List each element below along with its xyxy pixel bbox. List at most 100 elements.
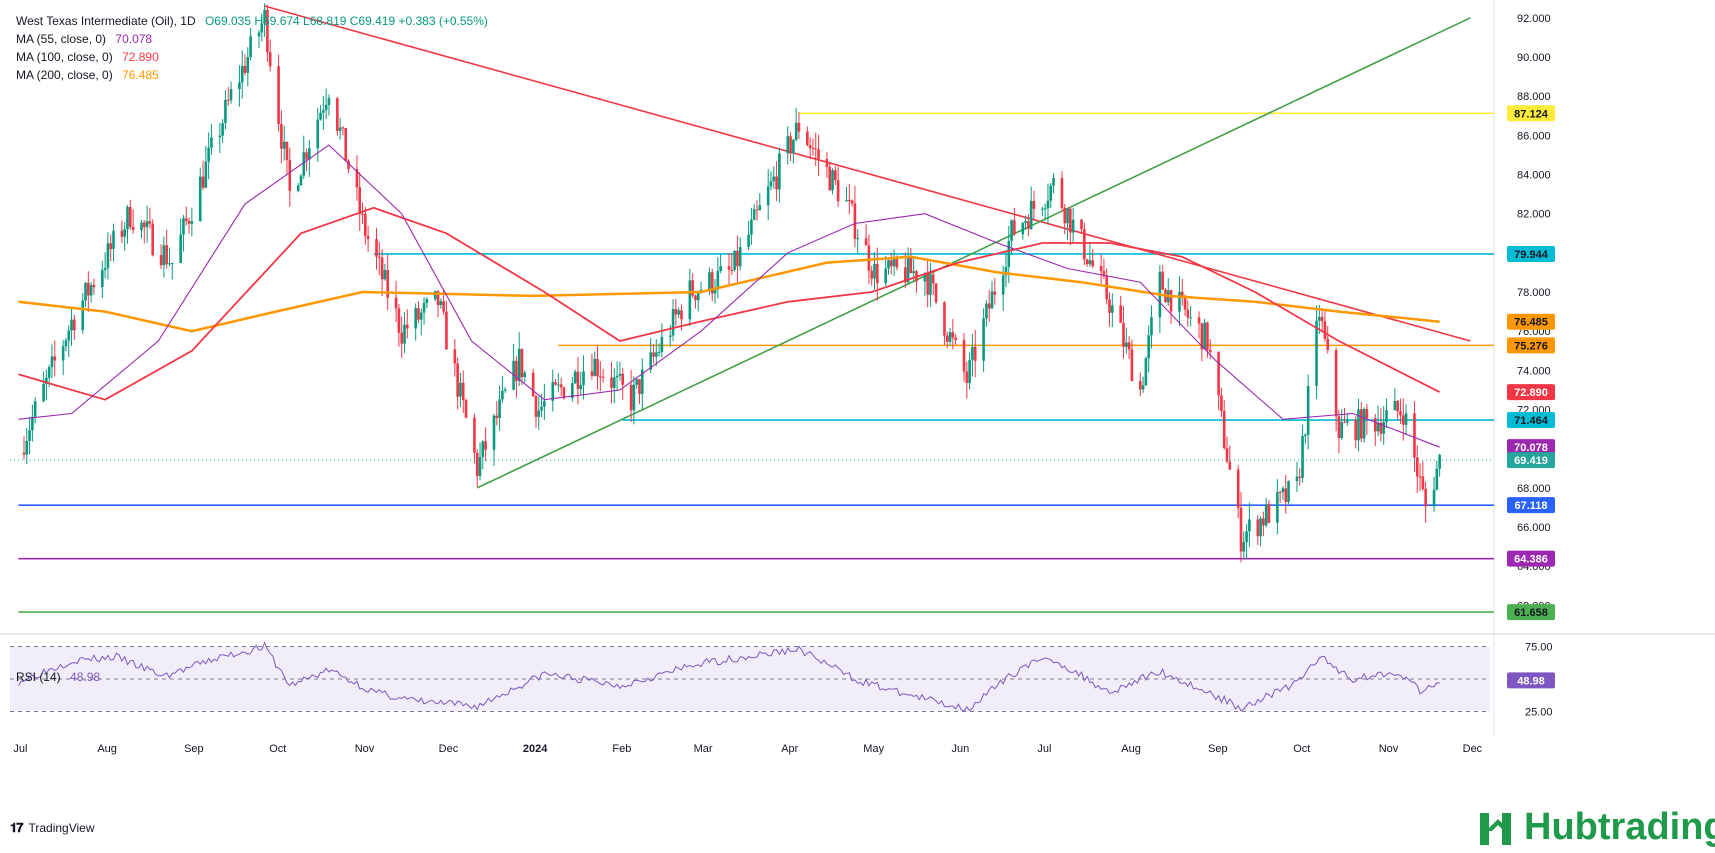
x-tick-label: Jul	[1037, 743, 1051, 755]
candle-body	[1284, 488, 1288, 502]
candle-body	[982, 318, 985, 361]
candle-body	[1052, 177, 1055, 186]
ma200-line	[18, 255, 1440, 333]
candle-body	[668, 335, 672, 337]
candle-body	[884, 268, 887, 284]
candle-body	[945, 335, 949, 342]
candle-body	[89, 285, 93, 296]
candle-body	[766, 186, 770, 206]
candle-body	[923, 274, 927, 282]
y-tick-label: 92.000	[1517, 13, 1551, 25]
candle-body	[126, 206, 129, 230]
candle-body	[573, 371, 577, 384]
candle-body	[1318, 316, 1321, 321]
candle-body	[478, 457, 482, 477]
candle-body	[1393, 401, 1397, 411]
candle-body	[366, 235, 370, 240]
candle-body	[1413, 413, 1416, 458]
candle-body	[778, 153, 781, 190]
candle-body	[433, 290, 437, 300]
candle-body	[1267, 504, 1271, 523]
candle-body	[1236, 469, 1240, 508]
candle-body	[1041, 208, 1044, 210]
candle-body	[162, 245, 166, 266]
candle-body	[1396, 401, 1399, 412]
candle-body	[405, 324, 409, 329]
x-tick-label: Oct	[1293, 743, 1310, 755]
candle-body	[358, 187, 362, 215]
candle-body	[73, 319, 76, 331]
candle-body	[537, 410, 541, 417]
candle-body	[1217, 351, 1220, 396]
candle-body	[1340, 422, 1344, 439]
candle-body	[694, 295, 697, 301]
rsi-tick-label: 75.00	[1525, 642, 1553, 654]
candle-body	[165, 245, 168, 265]
candle-body	[649, 352, 652, 370]
candle-body	[1262, 518, 1265, 526]
candle-body	[1222, 410, 1226, 449]
candle-body	[870, 270, 874, 279]
candle-body	[554, 382, 557, 385]
candle-body	[475, 452, 479, 477]
candle-body	[551, 382, 555, 401]
candle-body	[1007, 240, 1011, 267]
candle-body	[204, 161, 208, 188]
price-badge	[1507, 452, 1555, 469]
candle-body	[439, 301, 443, 306]
candle-body	[985, 303, 988, 319]
candle-body	[1032, 200, 1036, 209]
candle-body	[652, 352, 655, 357]
candle-body	[1141, 385, 1145, 390]
candle-body	[775, 176, 778, 190]
candle-body	[562, 387, 566, 399]
candle-body	[308, 148, 311, 160]
x-tick-label: Oct	[269, 743, 286, 755]
candle-body	[1432, 489, 1436, 507]
candle-body	[632, 384, 636, 411]
legend-symbol-row: West Texas Intermediate (Oil), 1D O69.03…	[16, 12, 488, 30]
symbol-title: West Texas Intermediate (Oil), 1D	[16, 14, 196, 28]
trend-line-down	[264, 5, 1471, 342]
candle-body	[361, 214, 364, 216]
candle-body	[850, 200, 854, 204]
candle-body	[769, 181, 773, 187]
candle-body	[657, 352, 661, 354]
candle-body	[436, 290, 440, 306]
candle-body	[268, 52, 272, 67]
x-tick-label: Nov	[1379, 743, 1399, 755]
candle-body	[498, 399, 501, 419]
x-tick-label: Dec	[1463, 743, 1483, 755]
candle-body	[355, 169, 359, 188]
candle-body	[571, 383, 574, 399]
x-tick-label: Mar	[694, 743, 713, 755]
candle-body	[1354, 419, 1358, 441]
candle-body	[445, 311, 448, 350]
candle-body	[1323, 321, 1327, 339]
candle-body	[909, 256, 913, 274]
price-badge	[1507, 412, 1555, 429]
price-badge	[1507, 105, 1555, 122]
candle-body	[691, 280, 694, 296]
candle-body	[1239, 507, 1243, 552]
candle-body	[727, 266, 731, 270]
candle-body	[1298, 476, 1302, 478]
rsi-badge-label: 48.98	[1517, 675, 1545, 687]
candle-body	[680, 310, 683, 320]
candle-body	[1259, 518, 1262, 537]
candle-body	[316, 119, 320, 149]
candle-body	[1404, 413, 1408, 425]
candle-body	[378, 256, 381, 258]
y-tick-label: 90.000	[1517, 52, 1551, 64]
candle-body	[1376, 422, 1380, 432]
candle-body	[1421, 476, 1425, 489]
candle-body	[70, 319, 73, 331]
candle-body	[786, 136, 790, 154]
candle-body	[168, 263, 171, 265]
candle-body	[1130, 349, 1134, 382]
candle-body	[159, 255, 163, 266]
candle-body	[1024, 221, 1027, 223]
candle-body	[1091, 260, 1095, 267]
candle-body	[266, 9, 269, 53]
candle-body	[1278, 491, 1282, 493]
